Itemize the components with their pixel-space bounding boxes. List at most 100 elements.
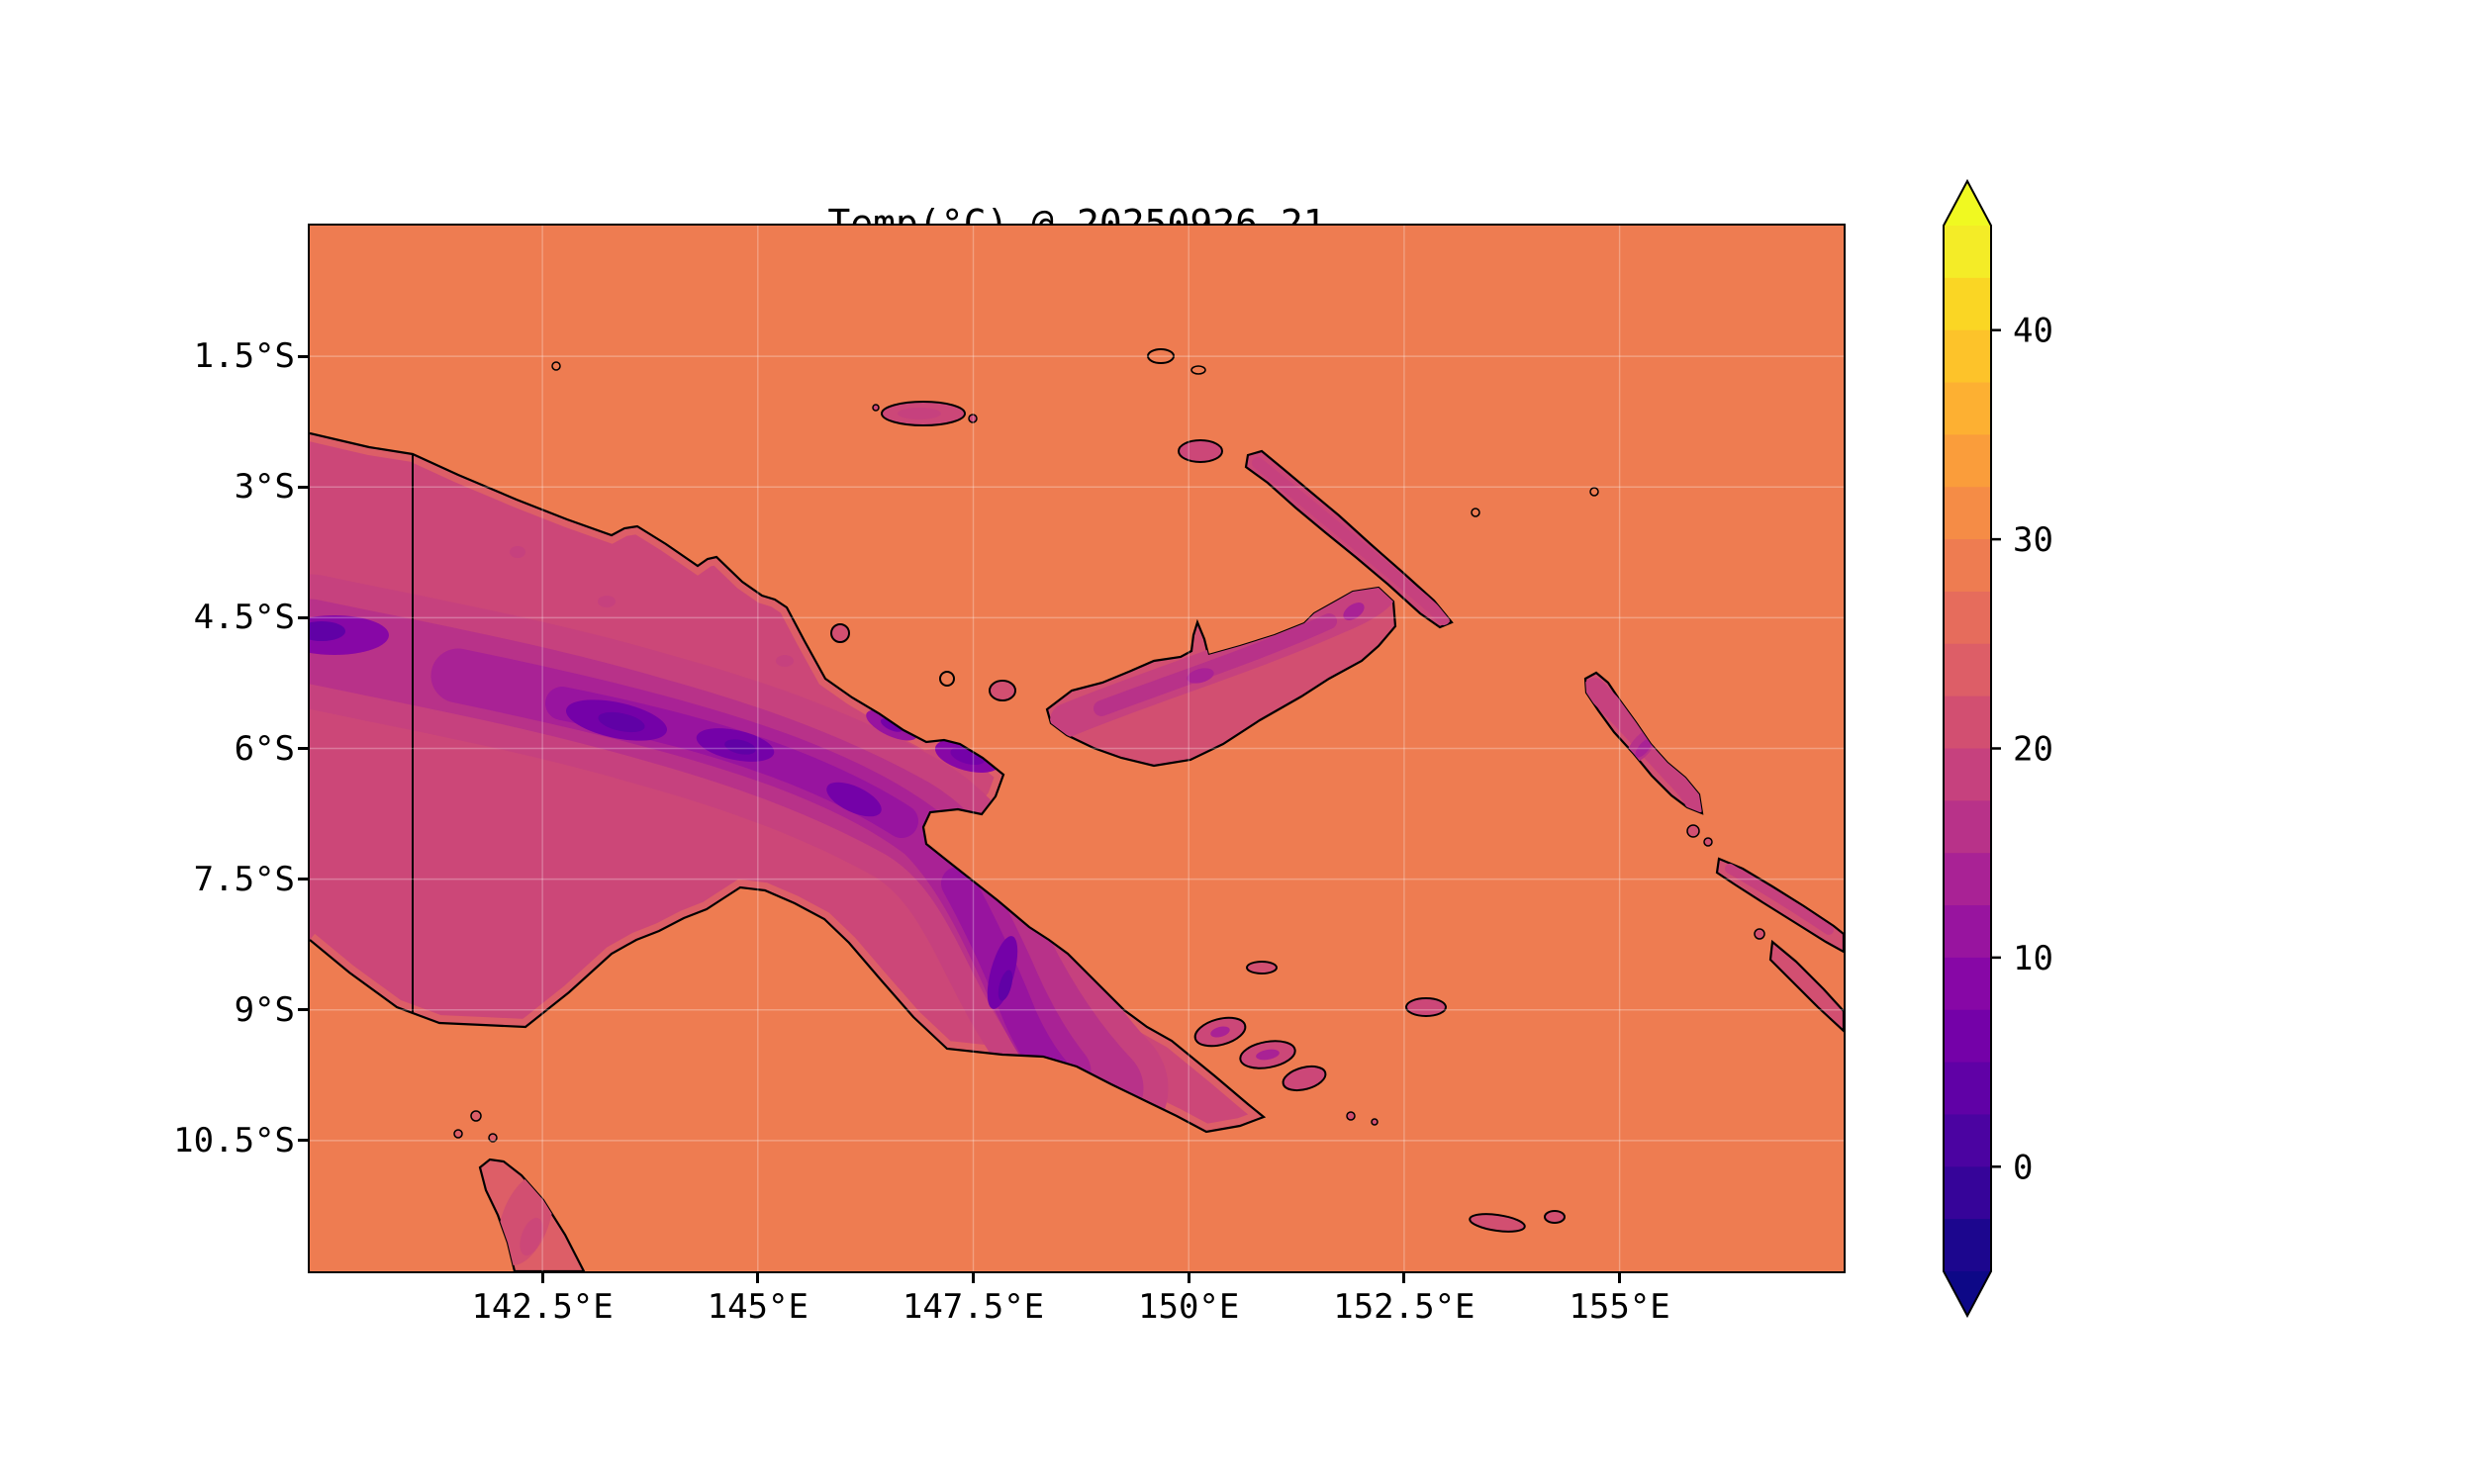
torres-strait-islet <box>453 1129 463 1139</box>
coldest-core <box>598 711 645 733</box>
karkar-island <box>830 623 850 643</box>
lihir-islet <box>1589 487 1599 497</box>
colorbar-band <box>1944 226 1991 279</box>
x-tick-label: 150°E <box>1138 1287 1240 1327</box>
x-tick-label: 155°E <box>1569 1287 1670 1327</box>
x-tick-mark <box>972 1273 975 1283</box>
torres-strait-islet <box>470 1110 482 1122</box>
x-tick-label: 145°E <box>707 1287 809 1327</box>
colorbar-band <box>1944 1219 1991 1272</box>
emirau-island <box>1190 365 1206 375</box>
island-new-britain <box>1045 586 1397 768</box>
island-new-ireland <box>1178 439 1454 629</box>
new-hanover <box>1178 439 1223 463</box>
colorbar-band <box>1944 1009 1991 1064</box>
colorbar-band <box>1944 434 1991 488</box>
y-tick-mark <box>298 1139 308 1143</box>
y-tick-label: 7.5°S <box>193 859 295 899</box>
umboi-island <box>989 680 1016 701</box>
colorbar-band <box>1944 329 1991 384</box>
islet <box>968 414 978 423</box>
y-tick-label: 3°S <box>234 467 295 508</box>
colorbar-tick-label: 40 <box>2013 312 2053 351</box>
owen-stanley-range-cold <box>941 867 1071 1089</box>
colorbar-band <box>1944 277 1991 331</box>
y-tick-mark <box>298 1008 308 1012</box>
cape-york-peninsula <box>453 1110 586 1271</box>
y-tick-label: 6°S <box>234 728 295 769</box>
terrain-speckle <box>598 596 616 607</box>
x-tick-mark <box>1402 1273 1406 1283</box>
colorbar-band <box>1944 487 1991 540</box>
map-plot-area <box>308 224 1846 1273</box>
colorbar-band <box>1944 696 1991 750</box>
fergusson-cold <box>1256 1049 1280 1061</box>
coldest-core <box>998 970 1013 1001</box>
shortland-islet <box>1686 824 1700 838</box>
tagula-island <box>1469 1213 1526 1233</box>
island-new-guinea <box>310 431 1267 1134</box>
y-tick-mark <box>298 485 308 489</box>
colorbar-band <box>1944 591 1991 645</box>
colorbar-band <box>1944 382 1991 435</box>
gridlines <box>310 226 1844 1271</box>
colorbar-band <box>1944 853 1991 906</box>
colorbar-outline <box>1943 178 1992 1319</box>
mussau-island <box>1147 348 1175 364</box>
x-tick-mark <box>540 1273 544 1283</box>
colorbar-band <box>1944 957 1991 1011</box>
y-tick-label: 9°S <box>234 989 295 1030</box>
colorbar: 40 30 20 10 0 <box>1943 178 2053 1319</box>
gazelle-cold-spot <box>1343 603 1365 620</box>
new-britain-terrain <box>1050 588 1395 737</box>
map-svg <box>310 226 1844 1271</box>
islet <box>1703 837 1713 847</box>
solomon-islands <box>1686 824 1844 1033</box>
colorbar-band <box>1944 1114 1991 1167</box>
highlands-core <box>826 782 882 817</box>
colorbar-tick-label: 30 <box>2013 520 2053 560</box>
y-tick-mark <box>298 878 308 881</box>
colorbar-band <box>1944 643 1991 697</box>
finisterre-range-core <box>880 718 904 732</box>
x-tick-label: 142.5°E <box>471 1287 614 1327</box>
normanby-island <box>1282 1065 1327 1092</box>
y-tick-label: 4.5°S <box>193 598 295 638</box>
bougainville-cold-core <box>1635 738 1653 758</box>
new-britain-spine-cold <box>1094 613 1337 716</box>
rossel-island <box>1544 1210 1566 1224</box>
y-tick-mark <box>298 747 308 750</box>
colorbar-band <box>1944 1166 1991 1220</box>
colorbar-band <box>1944 1062 1991 1116</box>
cape-york-interior-core <box>520 1217 543 1256</box>
woodlark-island <box>1405 997 1447 1017</box>
santa-isabel-island <box>1768 939 1844 1033</box>
islet <box>1754 928 1765 940</box>
goodenough-cold <box>1210 1026 1230 1038</box>
new-britain-cold-spot <box>1187 668 1214 684</box>
owen-stanley-core <box>987 936 1018 1009</box>
colorbar-band <box>1944 800 1991 854</box>
bougainville-spine <box>1585 678 1702 813</box>
y-tick-mark <box>298 354 308 358</box>
y-tick-label: 1.5°S <box>193 336 295 377</box>
x-tick-mark <box>1618 1273 1622 1283</box>
islet <box>1371 1118 1379 1126</box>
colorbar-under-arrow <box>1944 1271 1991 1316</box>
colorbar-band <box>1944 748 1991 801</box>
terrain-speckle <box>510 546 525 558</box>
long-island <box>939 671 955 687</box>
island-manus <box>872 401 978 426</box>
colorbar-over-arrow <box>1944 181 1991 226</box>
colorbar-band <box>1944 539 1991 593</box>
x-tick-mark <box>756 1273 760 1283</box>
y-tick-mark <box>298 615 308 619</box>
x-tick-mark <box>1187 1273 1190 1283</box>
new-ireland-spine <box>1252 457 1450 625</box>
misima-islet <box>1346 1111 1356 1121</box>
x-tick-label: 152.5°E <box>1333 1287 1475 1327</box>
islet <box>551 361 561 371</box>
y-tick-label: 10.5°S <box>173 1120 295 1160</box>
colorbar-tick-label: 10 <box>2013 939 2053 978</box>
